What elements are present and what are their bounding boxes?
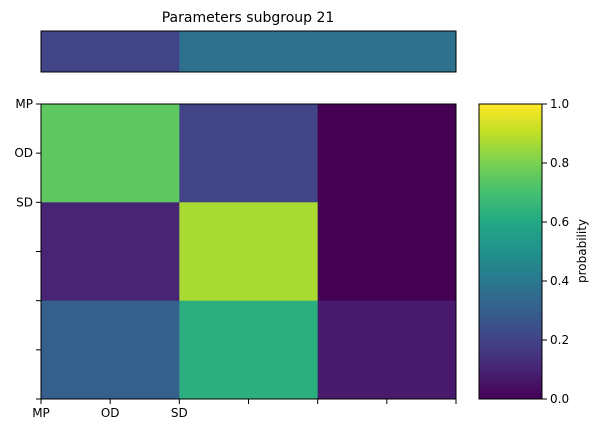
colorbar-tick-label: 0.2 [550, 333, 569, 347]
main-cell-r1-c1 [179, 202, 319, 302]
colorbar-tick-label: 1.0 [550, 97, 569, 111]
x-tick-label: SD [171, 406, 188, 420]
main-cell-r1-c2 [317, 202, 457, 302]
main-cell-r0-c2 [317, 104, 457, 203]
top-heatmap [40, 30, 457, 73]
colorbar-tick-label: 0.6 [550, 215, 569, 229]
colorbar-tick-label: 0.8 [550, 156, 569, 170]
top-cell-r0-c1 [179, 31, 319, 73]
colorbar: 0.0 0.2 0.4 0.6 0.8 1.0 probability [478, 97, 589, 406]
y-tick-label: OD [14, 146, 33, 160]
colorbar-tick-label: 0.0 [550, 392, 569, 406]
colorbar-label: probability [575, 219, 589, 283]
main-cell-r2-c0 [41, 300, 180, 400]
main-cell-r1-c0 [41, 202, 180, 302]
chart-title: Parameters subgroup 21 [162, 10, 335, 26]
y-tick-label: SD [16, 195, 33, 209]
y-tick-label: MP [15, 97, 33, 111]
main-cell-r2-c1 [179, 300, 319, 400]
colorbar-tick-label: 0.4 [550, 274, 569, 288]
x-tick-label: MP [32, 406, 50, 420]
top-cell-r0-c2 [317, 31, 457, 73]
main-cell-r0-c1 [179, 104, 319, 203]
main-heatmap: MP OD SD MP OD SD [14, 97, 457, 420]
top-frame [40, 30, 457, 73]
main-cell-r2-c2 [317, 300, 457, 400]
colorbar-gradient [478, 103, 543, 400]
top-cell-r0-c0 [41, 31, 180, 73]
main-cell-r0-c0 [41, 104, 180, 203]
x-tick-label: OD [101, 406, 120, 420]
